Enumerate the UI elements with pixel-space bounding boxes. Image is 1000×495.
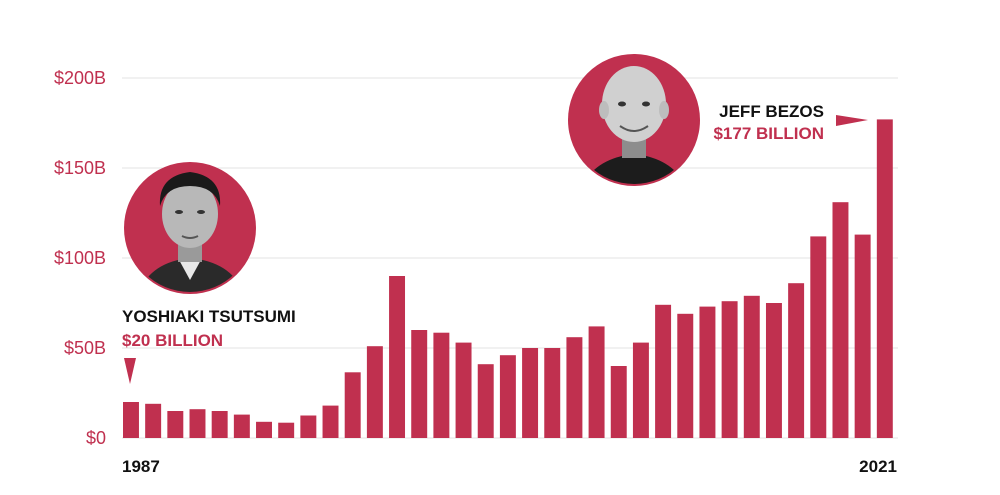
bezos-annotation: JEFF BEZOS $177 BILLION [713, 102, 868, 143]
y-tick-label: $0 [86, 428, 106, 448]
x-start-label: 1987 [122, 457, 160, 476]
bar-2008 [588, 326, 605, 438]
bar-1998 [366, 346, 383, 438]
bar-2020 [854, 234, 871, 438]
bar-1997 [344, 372, 361, 438]
bezos-value: $177 BILLION [713, 124, 824, 143]
x-end-label: 2021 [859, 457, 897, 476]
bar-2018 [810, 236, 827, 438]
bar-2015 [743, 295, 760, 438]
y-tick-label: $200B [54, 68, 106, 88]
bar-2005 [522, 348, 539, 438]
bar-1990 [189, 409, 206, 438]
y-tick-label: $50B [64, 338, 106, 358]
bar-1992 [233, 414, 250, 438]
bar-2009 [610, 366, 627, 438]
y-tick-label: $100B [54, 248, 106, 268]
bar-1996 [322, 405, 339, 438]
bar-2002 [455, 342, 472, 438]
bar-2021 [876, 119, 893, 439]
bar-2007 [566, 337, 583, 438]
bar-1991 [211, 411, 228, 438]
yoshiaki-tsutsumi-portrait [124, 162, 256, 294]
tsutsumi-name: YOSHIAKI TSUTSUMI [122, 307, 296, 326]
bar-1989 [167, 411, 184, 438]
bar-2019 [832, 202, 849, 438]
bars [123, 119, 893, 439]
bar-2000 [411, 330, 428, 438]
tsutsumi-value: $20 BILLION [122, 331, 223, 350]
jeff-bezos-portrait [568, 54, 700, 186]
bar-2012 [677, 313, 694, 438]
bar-1987 [123, 402, 139, 438]
bar-1999 [389, 276, 406, 438]
bar-1994 [278, 422, 295, 438]
bar-2011 [655, 304, 672, 438]
bar-2010 [632, 342, 649, 438]
bar-1995 [300, 415, 317, 438]
tsutsumi-annotation: YOSHIAKI TSUTSUMI $20 BILLION [122, 307, 296, 384]
bar-2016 [765, 303, 782, 438]
y-axis-labels: $0 $50B $100B $150B $200B [54, 68, 106, 448]
bar-2006 [544, 348, 561, 438]
bar-2004 [499, 355, 516, 438]
bar-2003 [477, 364, 494, 438]
tsutsumi-pointer-icon [124, 358, 136, 384]
bezos-pointer-icon [836, 115, 868, 126]
bar-2017 [788, 283, 805, 438]
y-tick-label: $150B [54, 158, 106, 178]
bezos-name: JEFF BEZOS [719, 102, 824, 121]
bar-1993 [256, 421, 272, 438]
bar-2001 [433, 332, 450, 438]
bar-2013 [699, 306, 716, 438]
bar-1988 [145, 403, 162, 438]
bar-2014 [721, 301, 738, 438]
